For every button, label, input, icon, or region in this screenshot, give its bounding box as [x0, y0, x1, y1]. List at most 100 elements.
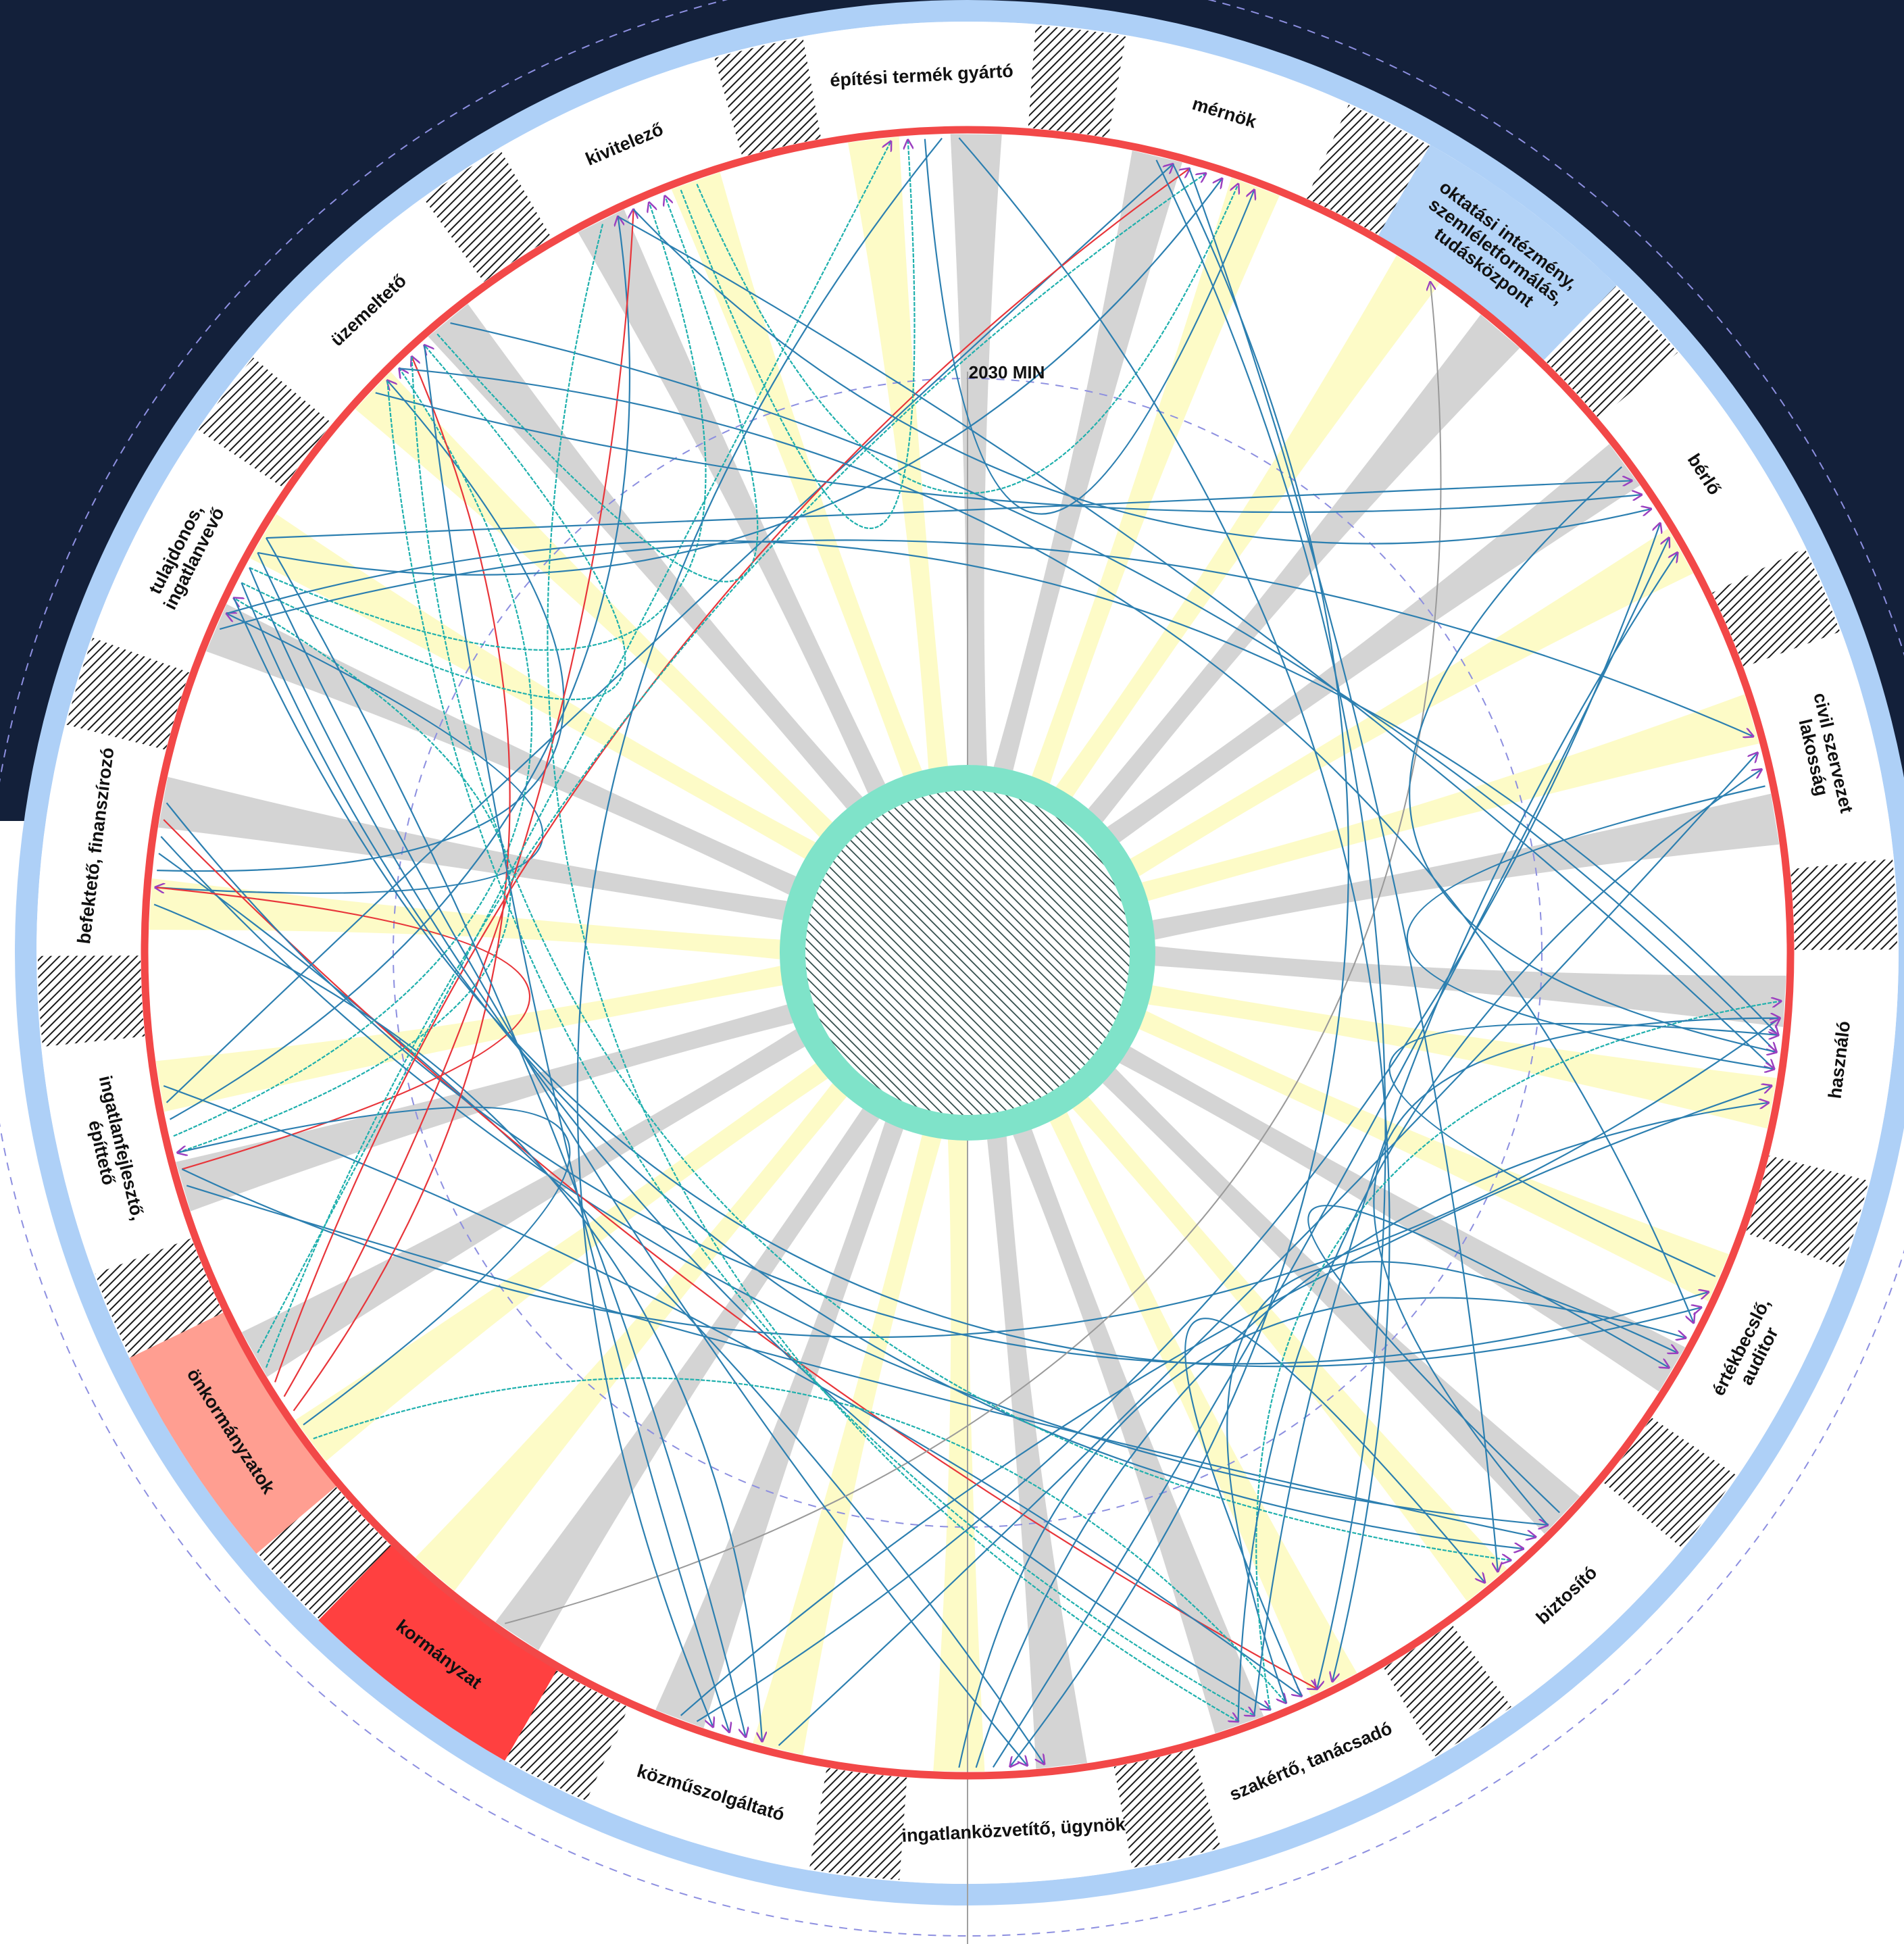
link-befekteto-tulajdonos: [155, 614, 544, 894]
fan-wedge-civil-left: [1141, 694, 1759, 901]
link-befekteto-ertekbecslo: [166, 802, 1709, 1365]
link-kivitelezo-epitesi: [680, 140, 916, 529]
fan-wedge-ingatlanfejleszto-right: [155, 966, 783, 1112]
link-uzemelteto-kivitelezo: [436, 196, 759, 582]
segment-ingatlankozvetito[interactable]: [899, 1764, 1133, 1884]
link-szakerto-ertekbecslo: [1226, 1261, 1677, 1703]
red-ring: [141, 126, 1795, 1780]
link-ingatlanfejleszto-befekteto: [155, 887, 530, 1170]
fan-wedge-befekteto-right: [158, 776, 787, 920]
link-tulajdonos-hasznalo: [226, 540, 1778, 1035]
link-ingatlankozvetito-ertekbecslo: [958, 1297, 1685, 1768]
fan-wedge-biztosito-left: [1102, 1068, 1580, 1534]
link-kozmu-berlo: [696, 523, 1660, 1722]
link-ingatlankozvetito-hasznalo: [975, 1103, 1769, 1768]
segment-befekteto[interactable]: [36, 724, 169, 956]
segment-uzemelteto[interactable]: [252, 197, 486, 426]
fan-wedge-befekteto-left: [149, 878, 780, 959]
link-befekteto-ingatlankozvetito: [158, 853, 1045, 1764]
fan-wedge-berlo-left: [1107, 444, 1640, 843]
link-tulajdonos-kozmu: [265, 537, 746, 1737]
link-tulajdonos-ertekbecslo: [233, 597, 1701, 1368]
link-uzemelteto-berlo: [375, 392, 1642, 514]
link-ingatlanfejleszto-kivitelezo: [169, 217, 631, 1120]
link-kozmu-civil: [778, 753, 1758, 1746]
link-befekteto-biztosito: [160, 836, 1547, 1525]
fan-wedge-epitesi-right: [950, 134, 1002, 766]
link-onkormanyzatok-mernok: [265, 174, 1206, 1368]
fan-wedge-mernok-left: [993, 150, 1182, 771]
link-mernok-ingatlankozvetito: [1010, 164, 1349, 1766]
fan-wedge-ertekbecslo-left: [1138, 1010, 1729, 1302]
link-befekteto-szakerto: [163, 819, 1317, 1689]
fan-wedge-epitesi-left: [847, 136, 948, 770]
fan-wedge-mernok-right: [1032, 177, 1280, 784]
fan-wedge-kivitelezo-left: [578, 209, 886, 794]
fan-wedge-uzemelteto-right: [428, 303, 863, 809]
link-tulajdonos-berlo: [266, 480, 1632, 539]
link-szakerto-hasznalo: [1255, 1001, 1781, 1710]
link-epitesi-mernok: [924, 139, 1254, 515]
link-szakerto-biztosito: [1184, 1318, 1484, 1697]
link-ingatlanfejleszto-uzemelteto: [173, 368, 532, 1137]
link-tulajdonos-civil: [219, 539, 1753, 736]
segment-kozmu[interactable]: [586, 1704, 828, 1870]
segment-kormanyzat[interactable]: [318, 1543, 558, 1761]
link-ingatlanfejleszto-tulajdonos: [177, 598, 511, 1153]
fan-wedge-berlo-right: [1130, 528, 1694, 876]
segment-oktatasi[interactable]: [1377, 145, 1617, 362]
link-epitesi-szakerto: [958, 137, 1391, 1681]
link-civil-hasznalo: [1406, 785, 1774, 1069]
link-kivitelezo-mernok: [696, 184, 1238, 495]
link-onkormanyzatok-szakerto: [313, 1377, 1286, 1703]
fan-wedge-civil-right: [1152, 793, 1780, 940]
fan-wedge-kozmu-left: [753, 1135, 942, 1755]
fan-wedge-ingatlankozvetito-left: [987, 1136, 1088, 1769]
fan-wedge-oktatasi-right: [1088, 314, 1520, 822]
link-tulajdonos-kivitelezo: [249, 203, 707, 651]
segment-ertekbecslo[interactable]: [1649, 1232, 1844, 1476]
fan-wedge-ingatlankozvetito-right: [933, 1139, 985, 1772]
segment-hasznalo[interactable]: [1766, 949, 1899, 1182]
link-mernok-biztosito: [1188, 168, 1497, 1572]
fan-wedge-kivitelezo-right: [671, 172, 922, 776]
fan-wedge-hasznalo-right: [1148, 985, 1777, 1129]
link-epitesi-kozmu: [576, 137, 943, 1727]
segment-epitesi[interactable]: [802, 22, 1036, 142]
link-ertekbecslo-hasznalo: [1388, 1022, 1778, 1277]
fan-wedge-szakerto-left: [1049, 1112, 1357, 1697]
fan-wedge-tulajdonos-right: [249, 514, 816, 859]
link-tulajdonos-biztosito: [241, 582, 1523, 1549]
link-berlo-hasznalo: [1409, 466, 1776, 1052]
segment-ingatlanfejleszto[interactable]: [41, 1036, 195, 1274]
link-biztosito-ertekbecslo: [1307, 1205, 1669, 1514]
segment-kivitelezo[interactable]: [499, 57, 743, 241]
link-biztosito-hasznalo: [1373, 1018, 1780, 1526]
link-ingatlanfejleszto-hasznalo: [181, 1018, 1780, 1339]
link-mernok-szakerto: [1155, 159, 1386, 1689]
segment-szakerto[interactable]: [1192, 1665, 1436, 1849]
fan-wedge-kozmu-right: [655, 1121, 903, 1728]
fan-wedge-uzemelteto-left: [355, 372, 833, 837]
segment-onkormanyzatok[interactable]: [129, 1311, 339, 1554]
link-uzemelteto-kozmu: [424, 345, 729, 1732]
link-tulajdonos-uzemelteto: [241, 345, 626, 701]
segment-berlo[interactable]: [1597, 351, 1806, 595]
link-befekteto-uzemelteto: [157, 380, 565, 872]
segment-mernok[interactable]: [1107, 35, 1349, 201]
link-tulajdonos-szakerto: [249, 567, 1270, 1710]
segment-civil[interactable]: [1740, 631, 1894, 870]
hub-core: [805, 791, 1130, 1115]
segment-biztosito[interactable]: [1449, 1480, 1683, 1708]
link-onkormanyzatok-ingatlanfejleszto: [178, 1106, 571, 1426]
link-kivitelezo-szakerto: [547, 224, 1238, 1722]
fan-wedge-szakerto-right: [1013, 1129, 1264, 1734]
segment-layer: [36, 22, 1899, 1884]
link-uzemelteto-szakerto: [386, 380, 1254, 1716]
fan-wedge-hasznalo-left: [1155, 946, 1786, 1027]
segment-tulajdonos[interactable]: [91, 429, 286, 674]
fan-wedge-biztosito-right: [1072, 1096, 1507, 1602]
link-layer: [154, 137, 1781, 1768]
fan-wedge-onkormanyzatok-right: [241, 1029, 805, 1377]
